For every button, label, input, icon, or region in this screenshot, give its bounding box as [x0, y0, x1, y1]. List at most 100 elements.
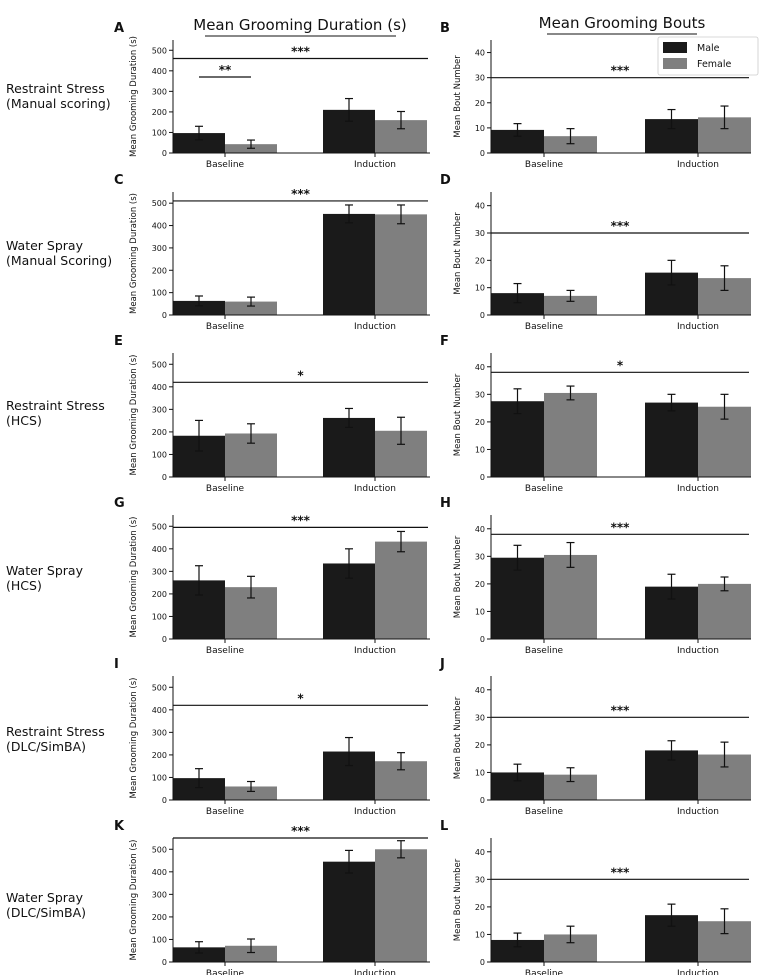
bar-K-male-baseline: [173, 947, 225, 962]
bar-L-male-baseline: [491, 939, 544, 962]
x-tick-label-C-baseline: Baseline: [206, 322, 245, 332]
x-tick-label-H-induction: Induction: [677, 646, 719, 656]
y-tick-label-I-200: 200: [152, 751, 167, 760]
y-axis-label-I: Mean Grooming Duration (s): [129, 678, 139, 799]
x-tick-label-B-baseline: Baseline: [525, 160, 564, 170]
y-axis-label-E: Mean Grooming Duration (s): [129, 355, 139, 476]
panel-letter-H: H: [440, 496, 451, 511]
y-tick-label-K-400: 400: [152, 868, 167, 877]
bar-K-female-baseline: [225, 945, 277, 962]
y-tick-label-L-10: 10: [475, 930, 485, 939]
x-tick-label-K-baseline: Baseline: [206, 969, 245, 975]
row-label-1-line-2: (Manual scoring): [6, 96, 111, 111]
x-tick-label-L-induction: Induction: [677, 969, 719, 975]
significance-label-A-2: **: [219, 63, 232, 77]
bar-C-male-induction: [323, 213, 375, 315]
error-bar-E-female-induction: [397, 416, 405, 445]
bar-G-female-induction: [375, 541, 427, 639]
bar-H-female-baseline: [544, 554, 597, 639]
error-bar-F-female-induction: [720, 393, 729, 420]
panel-J: J 0 10 20 30 40 Baseline Induction Mean Bout Num…: [439, 657, 751, 817]
y-tick-label-G-200: 200: [152, 590, 167, 599]
y-axis-label-B: Mean Bout Number: [453, 55, 463, 138]
significance-label-L-1: ***: [611, 865, 631, 879]
panel-letter-D: D: [440, 173, 451, 188]
error-bar-J-male-induction: [667, 740, 676, 761]
error-bar-K-female-induction: [397, 840, 405, 859]
error-bar-G-male-induction: [345, 548, 353, 579]
error-bar-G-female-induction: [397, 530, 405, 553]
y-tick-label-J-20: 20: [475, 741, 485, 750]
y-tick-label-H-30: 30: [475, 552, 485, 561]
bar-B-female-baseline: [544, 136, 597, 153]
error-bar-A-male-induction: [345, 97, 353, 122]
x-tick-label-D-induction: Induction: [677, 322, 719, 332]
y-tick-label-E-200: 200: [152, 428, 167, 437]
y-tick-label-G-500: 500: [152, 522, 167, 531]
y-tick-label-K-100: 100: [152, 935, 167, 944]
panel-B: B 0 10 20 30 40 Baseline Induction Mean Bout Num…: [440, 21, 751, 170]
y-tick-label-E-0: 0: [162, 473, 167, 482]
y-tick-label-A-300: 300: [152, 87, 167, 96]
y-tick-label-G-0: 0: [162, 635, 167, 644]
panels-group: Restraint Stress (Manual scoring) Water Sp…: [6, 21, 751, 975]
significance-label-D-1: ***: [611, 219, 631, 233]
y-axis-label-D: Mean Bout Number: [453, 212, 463, 295]
y-tick-label-J-0: 0: [480, 796, 485, 805]
panel-letter-I: I: [114, 657, 119, 672]
y-tick-label-C-300: 300: [152, 244, 167, 253]
bar-C-female-induction: [375, 214, 427, 315]
x-tick-label-F-baseline: Baseline: [525, 484, 564, 494]
error-bar-E-female-baseline: [247, 423, 255, 444]
error-bar-I-female-induction: [397, 752, 405, 771]
error-bar-C-female-baseline: [247, 296, 255, 307]
y-tick-label-G-300: 300: [152, 567, 167, 576]
row-label-5-line-1: Restraint Stress: [6, 724, 105, 739]
panel-A: A 0 100 200 300 400 500 Baseline Induction Mean G…: [114, 21, 430, 170]
legend: Male Female: [657, 36, 759, 76]
bar-D-female-baseline: [544, 295, 597, 315]
y-tick-label-J-40: 40: [475, 686, 485, 695]
y-tick-label-H-20: 20: [475, 580, 485, 589]
panel-letter-C: C: [114, 173, 124, 188]
bar-H-female-induction: [698, 583, 751, 639]
x-tick-label-J-induction: Induction: [677, 807, 719, 817]
y-tick-label-J-10: 10: [475, 768, 485, 777]
bar-A-male-baseline: [173, 133, 225, 153]
y-tick-label-F-10: 10: [475, 445, 485, 454]
y-axis-label-K: Mean Grooming Duration (s): [129, 840, 139, 961]
bar-I-female-baseline: [225, 786, 277, 800]
column-title-bouts: Mean Grooming Bouts: [539, 14, 706, 32]
row-label-2-line-2: (Manual Scoring): [6, 253, 112, 268]
y-tick-label-I-300: 300: [152, 728, 167, 737]
column-title-duration: Mean Grooming Duration (s): [193, 16, 406, 34]
error-bar-B-female-induction: [720, 105, 729, 130]
error-bar-K-female-baseline: [247, 938, 255, 954]
error-bar-K-male-baseline: [195, 941, 203, 954]
y-tick-label-I-500: 500: [152, 683, 167, 692]
y-tick-label-L-0: 0: [480, 958, 485, 967]
panel-H: H 0 10 20 30 40 Baseline Induction Mean Bout Num…: [440, 496, 751, 656]
bar-B-male-baseline: [491, 129, 544, 153]
x-tick-label-C-induction: Induction: [354, 322, 396, 332]
bar-C-male-baseline: [173, 300, 225, 315]
panel-E: E 0 100 200 300 400 500 Baseline Induction Mean G…: [114, 334, 430, 494]
error-bar-F-male-baseline: [513, 388, 522, 415]
error-bar-H-female-baseline: [566, 541, 575, 568]
y-tick-label-K-200: 200: [152, 913, 167, 922]
bar-K-male-induction: [323, 861, 375, 962]
error-bar-E-male-baseline: [195, 419, 203, 452]
y-tick-label-G-100: 100: [152, 612, 167, 621]
row-label-6-line-2: (DLC/SimBA): [6, 905, 86, 920]
error-bar-C-male-induction: [345, 204, 353, 224]
y-tick-label-I-100: 100: [152, 773, 167, 782]
row-label-2-line-1: Water Spray: [6, 238, 84, 253]
significance-label-A-1: ***: [291, 44, 311, 58]
error-bar-B-male-baseline: [513, 123, 522, 137]
y-tick-label-B-30: 30: [475, 74, 485, 83]
y-tick-label-A-0: 0: [162, 149, 167, 158]
error-bar-H-male-induction: [667, 573, 676, 600]
y-tick-label-H-0: 0: [480, 635, 485, 644]
y-tick-label-D-10: 10: [475, 284, 485, 293]
y-tick-label-B-0: 0: [480, 149, 485, 158]
